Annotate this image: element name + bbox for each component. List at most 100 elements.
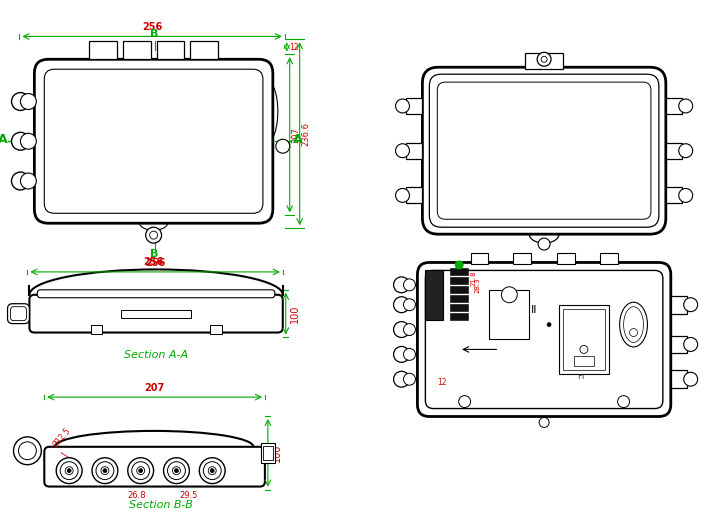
Bar bbox=[450, 304, 468, 311]
Text: II: II bbox=[531, 305, 537, 314]
Circle shape bbox=[20, 173, 37, 189]
Circle shape bbox=[403, 324, 416, 336]
Bar bbox=[526, 53, 563, 69]
Text: |-|: |-| bbox=[577, 372, 585, 379]
Text: 29.5: 29.5 bbox=[179, 491, 198, 499]
Text: B: B bbox=[150, 249, 159, 259]
Circle shape bbox=[393, 347, 410, 363]
Bar bbox=[450, 295, 468, 301]
Text: 236.6: 236.6 bbox=[302, 122, 311, 146]
Circle shape bbox=[146, 227, 162, 243]
Text: 207: 207 bbox=[145, 383, 165, 393]
Circle shape bbox=[12, 132, 29, 150]
Circle shape bbox=[14, 437, 41, 465]
Circle shape bbox=[403, 349, 416, 361]
Circle shape bbox=[210, 469, 214, 472]
Bar bbox=[513, 253, 531, 265]
Text: 256: 256 bbox=[142, 22, 162, 33]
Bar bbox=[671, 296, 687, 314]
Text: 12: 12 bbox=[436, 378, 446, 387]
FancyBboxPatch shape bbox=[35, 59, 273, 223]
Bar bbox=[450, 277, 468, 284]
Circle shape bbox=[684, 298, 697, 312]
Circle shape bbox=[541, 56, 547, 62]
FancyBboxPatch shape bbox=[45, 447, 265, 486]
Circle shape bbox=[459, 396, 470, 408]
Bar bbox=[261, 443, 275, 463]
Circle shape bbox=[65, 467, 73, 474]
Circle shape bbox=[173, 467, 180, 474]
Circle shape bbox=[103, 469, 107, 472]
Circle shape bbox=[537, 52, 551, 66]
Circle shape bbox=[276, 139, 290, 153]
Text: Section B-B: Section B-B bbox=[129, 500, 193, 510]
Circle shape bbox=[60, 462, 78, 480]
Bar bbox=[122, 310, 191, 318]
Text: 100: 100 bbox=[290, 305, 300, 323]
Bar bbox=[191, 41, 218, 59]
Text: 26.8: 26.8 bbox=[127, 491, 146, 499]
Circle shape bbox=[630, 328, 638, 337]
Text: @taepo.com: @taepo.com bbox=[147, 132, 260, 150]
Circle shape bbox=[539, 418, 549, 427]
Bar bbox=[666, 188, 682, 204]
Bar bbox=[450, 268, 468, 275]
Bar bbox=[671, 370, 687, 388]
Bar bbox=[666, 98, 682, 114]
Text: 28.3: 28.3 bbox=[474, 277, 480, 293]
Circle shape bbox=[20, 133, 37, 149]
FancyBboxPatch shape bbox=[418, 263, 671, 416]
Circle shape bbox=[618, 396, 630, 408]
Text: B: B bbox=[150, 30, 159, 39]
Circle shape bbox=[132, 462, 150, 480]
Bar bbox=[89, 41, 117, 59]
Bar bbox=[210, 325, 221, 334]
Text: 12: 12 bbox=[289, 43, 298, 52]
Circle shape bbox=[684, 338, 697, 351]
Circle shape bbox=[96, 462, 114, 480]
Text: 256: 256 bbox=[144, 257, 164, 267]
FancyBboxPatch shape bbox=[29, 295, 283, 333]
Circle shape bbox=[393, 277, 410, 293]
Circle shape bbox=[501, 287, 517, 303]
FancyBboxPatch shape bbox=[437, 82, 651, 219]
Bar bbox=[406, 188, 422, 204]
Circle shape bbox=[395, 99, 410, 113]
Circle shape bbox=[679, 99, 692, 113]
Circle shape bbox=[12, 172, 29, 190]
Bar bbox=[563, 309, 605, 370]
FancyBboxPatch shape bbox=[7, 304, 29, 324]
Circle shape bbox=[209, 467, 216, 474]
Circle shape bbox=[403, 279, 416, 291]
Circle shape bbox=[128, 458, 154, 484]
Bar bbox=[263, 446, 273, 459]
Circle shape bbox=[684, 372, 697, 386]
Circle shape bbox=[403, 299, 416, 311]
Bar bbox=[559, 305, 609, 375]
Bar bbox=[557, 253, 575, 265]
Circle shape bbox=[393, 297, 410, 313]
Text: A: A bbox=[293, 133, 303, 146]
Text: Ø12.5: Ø12.5 bbox=[51, 426, 73, 449]
Circle shape bbox=[137, 467, 145, 474]
Ellipse shape bbox=[620, 302, 647, 347]
Circle shape bbox=[175, 469, 178, 472]
Circle shape bbox=[150, 231, 157, 239]
Circle shape bbox=[455, 261, 463, 269]
Circle shape bbox=[139, 469, 142, 472]
Text: 21.8: 21.8 bbox=[470, 270, 476, 286]
Circle shape bbox=[203, 462, 221, 480]
Text: Section A-A: Section A-A bbox=[124, 350, 188, 361]
Bar bbox=[91, 325, 102, 334]
Circle shape bbox=[395, 143, 410, 157]
Circle shape bbox=[92, 458, 118, 484]
Bar bbox=[450, 286, 468, 293]
FancyBboxPatch shape bbox=[426, 270, 663, 409]
Circle shape bbox=[393, 322, 410, 338]
FancyBboxPatch shape bbox=[11, 307, 27, 321]
Bar bbox=[470, 253, 488, 265]
Circle shape bbox=[547, 323, 551, 326]
Circle shape bbox=[580, 346, 588, 353]
Text: @taepo.com: @taepo.com bbox=[508, 330, 620, 349]
Circle shape bbox=[168, 462, 186, 480]
